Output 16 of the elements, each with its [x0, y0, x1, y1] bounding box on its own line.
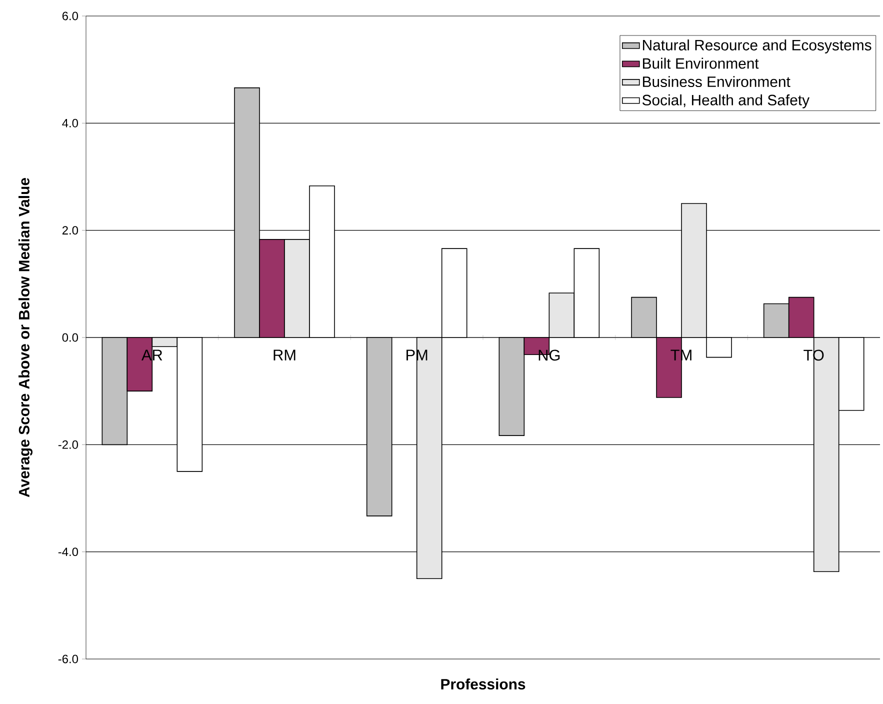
x-tick-label: TM	[670, 350, 692, 360]
y-axis-title: Average Score Above or Below Median Value	[18, 178, 32, 498]
y-tick-label: -2.0	[58, 440, 78, 449]
x-tick-label: NG	[538, 350, 560, 361]
y-tick-label: 4.0	[62, 118, 78, 128]
y-tick-label: 6.0	[62, 12, 78, 20]
y-tick-label: 2.0	[62, 226, 78, 235]
y-tick-label: 0.0	[62, 333, 78, 342]
legend-label: Social, Health and Safety	[642, 94, 810, 108]
legend-label: Built Environment	[642, 58, 759, 69]
y-tick-label: -4.0	[58, 548, 78, 556]
y-tick-label: -6.0	[58, 654, 78, 664]
x-tick-label: RM	[274, 350, 296, 360]
legend-label: Business Environment	[642, 76, 790, 88]
legend-label: Natural Resource and Ecosystems	[642, 39, 872, 54]
x-axis-title: Professions	[441, 678, 526, 690]
